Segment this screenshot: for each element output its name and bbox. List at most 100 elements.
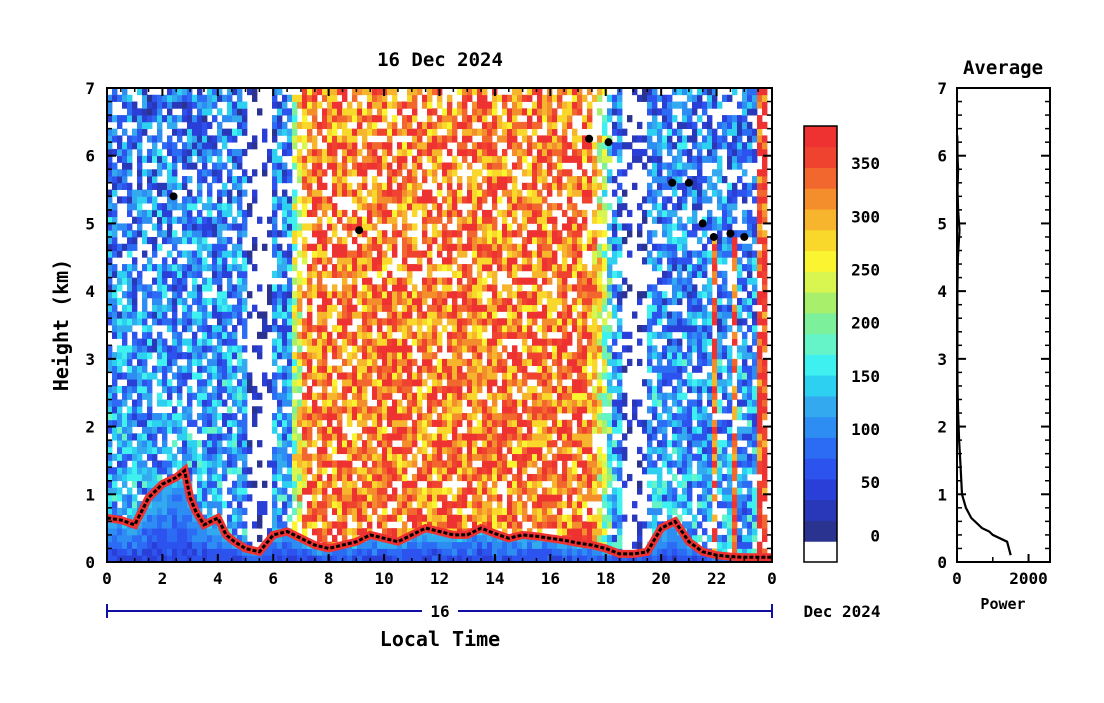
heatmap-cell <box>522 148 528 157</box>
heatmap-cell <box>287 128 293 136</box>
heatmap-cell <box>277 230 283 238</box>
heatmap-cell <box>112 209 118 218</box>
heatmap-cell <box>402 352 408 360</box>
heatmap-cell <box>512 487 518 495</box>
heatmap-cell <box>272 182 278 190</box>
heatmap-cell <box>297 155 303 163</box>
heatmap-cell <box>342 236 348 245</box>
heatmap-cell <box>167 182 173 190</box>
heatmap-cell <box>362 135 368 143</box>
heatmap-cell <box>282 392 288 400</box>
heatmap-cell <box>157 148 163 157</box>
heatmap-cell <box>292 433 298 441</box>
heatmap-cell <box>207 555 213 562</box>
heatmap-cell <box>317 182 323 190</box>
heatmap-cell <box>482 101 488 109</box>
heatmap-cell <box>567 426 573 434</box>
heatmap-cell <box>187 257 193 265</box>
heatmap-cell <box>212 142 218 150</box>
heatmap-cell <box>147 94 153 102</box>
heatmap-cell <box>502 426 508 434</box>
heatmap-cell <box>542 379 548 387</box>
heatmap-cell <box>487 433 493 441</box>
heatmap-cell <box>492 372 498 380</box>
heatmap-cell <box>197 399 203 407</box>
heatmap-cell <box>302 318 308 326</box>
heatmap-cell <box>312 494 318 502</box>
heatmap-cell <box>107 236 113 245</box>
heatmap-cell <box>482 243 488 251</box>
heatmap-cell <box>487 352 493 360</box>
heatmap-cell <box>542 148 548 157</box>
heatmap-cell <box>567 230 573 238</box>
heatmap-cell <box>462 284 468 292</box>
heatmap-cell <box>132 236 138 245</box>
heatmap-cell <box>177 372 183 380</box>
heatmap-cell <box>572 264 578 272</box>
heatmap-cell <box>392 528 398 536</box>
heatmap-cell <box>187 548 193 556</box>
heatmap-cell <box>562 453 568 461</box>
heatmap-cell <box>422 331 428 339</box>
heatmap-cell <box>112 270 118 278</box>
heatmap-cell <box>187 446 193 455</box>
heatmap-cell <box>472 541 478 549</box>
heatmap-cell <box>477 507 483 515</box>
heatmap-cell <box>237 297 243 306</box>
heatmap-cell <box>402 277 408 285</box>
heatmap-cell <box>422 494 428 502</box>
heatmap-cell <box>337 345 343 353</box>
heatmap-cell <box>117 460 123 468</box>
heatmap-cell <box>357 487 363 495</box>
heatmap-cell <box>167 264 173 272</box>
heatmap-cell <box>237 304 243 312</box>
heatmap-cell <box>132 473 138 482</box>
heatmap-cell <box>562 433 568 441</box>
heatmap-cell <box>392 284 398 292</box>
heatmap-cell <box>397 528 403 536</box>
heatmap-cell <box>162 446 168 455</box>
heatmap-cell <box>407 352 413 360</box>
heatmap-cell <box>202 413 208 421</box>
heatmap-cell <box>237 440 243 448</box>
heatmap-cell <box>497 413 503 421</box>
heatmap-cell <box>147 406 153 414</box>
heatmap-cell <box>212 555 218 562</box>
heatmap-cell <box>502 264 508 272</box>
heatmap-cell <box>202 352 208 360</box>
heatmap-cell <box>442 236 448 245</box>
heatmap-cell <box>482 162 488 170</box>
heatmap-cell <box>562 501 568 509</box>
heatmap-cell <box>482 534 488 543</box>
heatmap-cell <box>227 345 233 353</box>
heatmap-cell <box>337 108 343 116</box>
heatmap-cell <box>357 128 363 136</box>
heatmap-cell <box>392 426 398 434</box>
heatmap-cell <box>137 148 143 157</box>
heatmap-cell <box>277 250 283 258</box>
heatmap-cell <box>422 358 428 367</box>
heatmap-cell <box>512 277 518 285</box>
heatmap-cell <box>292 277 298 285</box>
heatmap-cell <box>202 528 208 536</box>
heatmap-cell <box>362 426 368 434</box>
heatmap-cell <box>442 440 448 448</box>
heatmap-cell <box>347 419 353 427</box>
heatmap-cell <box>372 419 378 427</box>
heatmap-cell <box>122 548 128 556</box>
heatmap-cell <box>227 501 233 509</box>
heatmap-cell <box>242 209 248 218</box>
heatmap-cell <box>272 270 278 278</box>
heatmap-cell <box>552 413 558 421</box>
heatmap-cell <box>172 176 178 184</box>
heatmap-cell <box>317 243 323 251</box>
heatmap-cell <box>527 277 533 285</box>
heatmap-cell <box>322 507 328 515</box>
heatmap-cell <box>522 209 528 218</box>
heatmap-cell <box>182 304 188 312</box>
heatmap-cell <box>117 135 123 143</box>
heatmap-cell <box>277 128 283 136</box>
heatmap-cell <box>297 284 303 292</box>
heatmap-cell <box>487 264 493 272</box>
heatmap-cell <box>372 243 378 251</box>
